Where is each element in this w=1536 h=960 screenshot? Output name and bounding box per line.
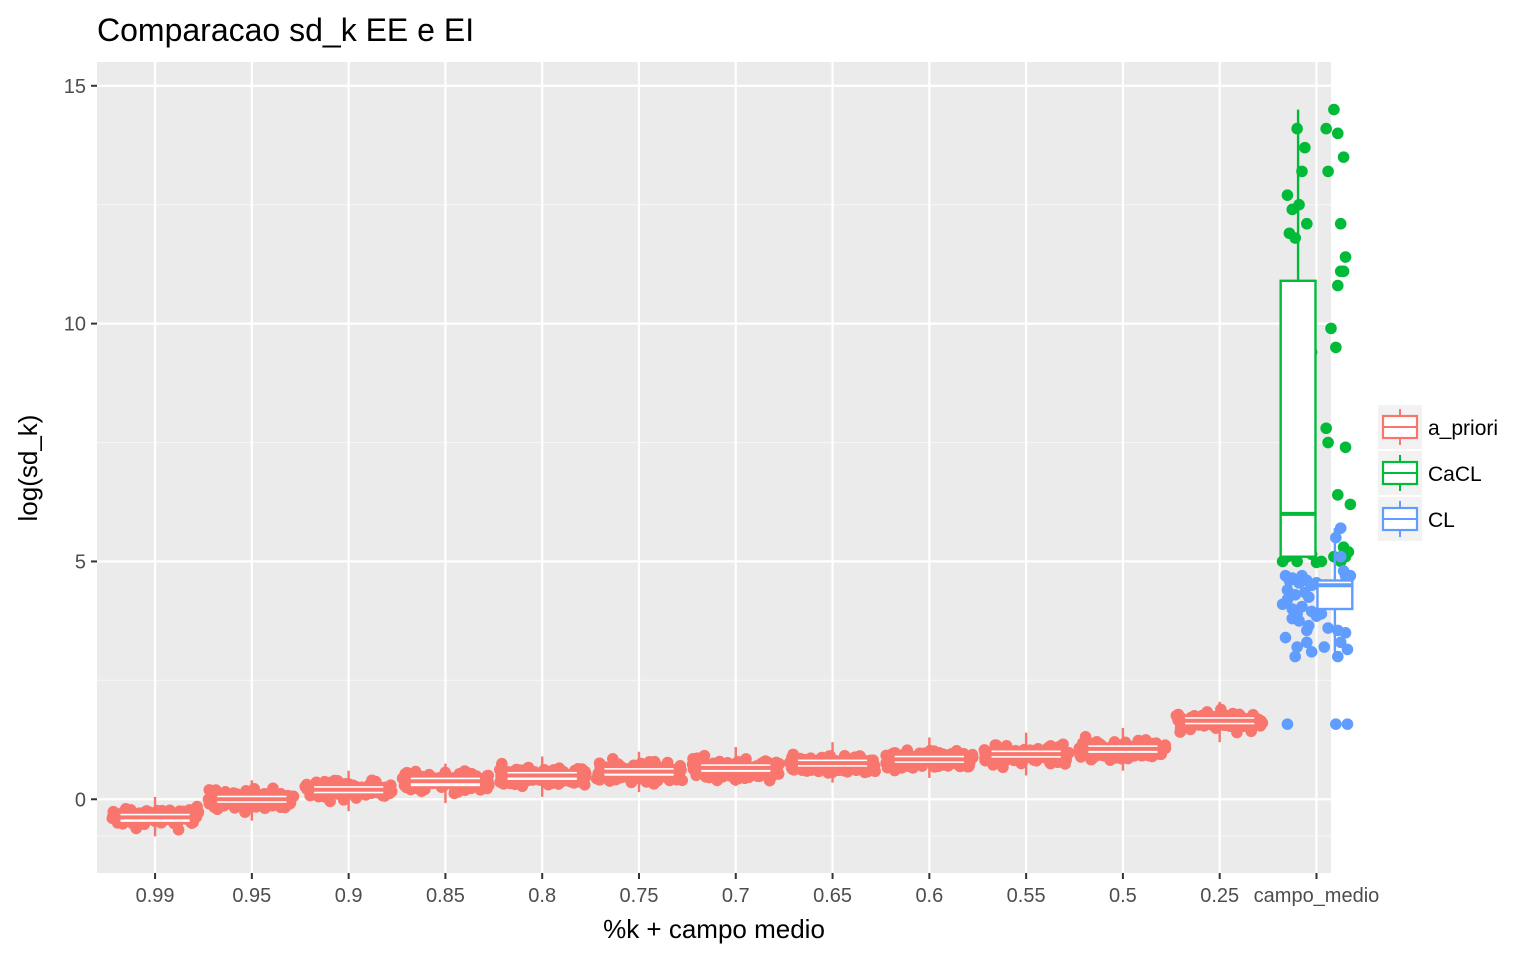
- data-point: [1299, 141, 1311, 154]
- data-point: [770, 756, 783, 769]
- data-point: [1344, 498, 1357, 511]
- x-tick-label: 0.65: [813, 885, 852, 907]
- data-point: [1279, 631, 1292, 644]
- data-point: [1315, 607, 1328, 620]
- x-tick-label: 0.7: [722, 885, 750, 907]
- data-point: [1339, 626, 1352, 639]
- data-point: [1322, 436, 1334, 449]
- data-point: [1334, 550, 1347, 563]
- data-point: [1334, 217, 1347, 230]
- data-point: [1320, 122, 1332, 135]
- data-point: [783, 756, 796, 769]
- data-point: [1330, 718, 1342, 730]
- data-point: [1331, 127, 1344, 140]
- x-tick-label: 0.99: [136, 885, 175, 907]
- data-point: [1320, 422, 1332, 435]
- data-point: [867, 760, 879, 773]
- data-point: [1334, 522, 1347, 534]
- data-point: [1331, 279, 1344, 292]
- y-tick-label: 15: [64, 76, 86, 98]
- x-axis-title: %k + campo medio: [603, 914, 825, 944]
- data-point: [1325, 322, 1337, 335]
- grid-minor: [97, 204, 1331, 837]
- legend: a_priori CaCL CL: [1378, 405, 1498, 541]
- data-point: [1296, 600, 1308, 613]
- data-point: [772, 766, 784, 779]
- x-tick-label: 0.6: [915, 885, 943, 907]
- data-point: [1331, 489, 1344, 501]
- x-axis: 0.99 0.95 0.9 0.85 0.8 0.75 0.7 0.65 0.6 0.55 0.5 0…: [136, 873, 1380, 907]
- data-point: [189, 810, 202, 822]
- data-point: [676, 774, 689, 787]
- data-point: [1339, 251, 1352, 263]
- data-point: [1281, 718, 1294, 730]
- x-tick-label: campo_medio: [1254, 885, 1380, 907]
- data-point: [1318, 641, 1331, 653]
- x-tick-label: 0.25: [1200, 885, 1239, 907]
- y-axis: 0 5 10 15: [64, 76, 97, 811]
- x-tick-label: 0.5: [1109, 885, 1137, 907]
- data-point: [1322, 165, 1334, 178]
- x-tick-label: 0.95: [232, 885, 271, 907]
- data-point: [742, 771, 755, 784]
- data-point: [1341, 643, 1354, 656]
- data-point: [259, 802, 271, 815]
- legend-label: a_priori: [1428, 417, 1498, 440]
- data-point: [1341, 718, 1354, 730]
- x-tick-label: 0.55: [1007, 885, 1046, 907]
- data-point: [1305, 646, 1318, 658]
- data-point: [1302, 591, 1315, 603]
- data-point: [300, 782, 313, 795]
- x-tick-label: 0.8: [528, 885, 556, 907]
- data-point: [1281, 593, 1294, 606]
- data-point: [1281, 189, 1294, 201]
- y-tick-label: 5: [75, 551, 86, 573]
- data-point: [1301, 636, 1313, 649]
- y-tick-label: 0: [75, 789, 86, 811]
- legend-label: CL: [1428, 509, 1455, 532]
- box-body: [1279, 279, 1317, 558]
- data-point: [1293, 615, 1305, 627]
- y-axis-title: log(sd_k): [13, 415, 43, 522]
- data-point: [1301, 217, 1313, 230]
- data-point: [1337, 151, 1350, 163]
- data-point: [1289, 650, 1301, 663]
- data-point: [1328, 103, 1340, 116]
- data-point: [1310, 556, 1323, 569]
- x-tick-label: 0.75: [620, 885, 659, 907]
- x-tick-label: 0.9: [335, 885, 363, 907]
- chart-title: Comparacao sd_k EE e EI: [97, 12, 474, 48]
- data-point: [881, 755, 894, 768]
- data-point: [1334, 265, 1347, 278]
- boxes-layer: [118, 109, 1354, 837]
- x-tick-label: 0.85: [426, 885, 465, 907]
- legend-label: CaCL: [1428, 463, 1482, 486]
- data-point: [1330, 341, 1342, 354]
- data-point: [698, 749, 711, 762]
- data-point: [1276, 555, 1289, 568]
- data-point: [1322, 622, 1334, 634]
- data-point: [1174, 726, 1186, 738]
- data-point: [606, 753, 619, 765]
- data-point: [1291, 641, 1303, 653]
- data-point: [1075, 751, 1087, 763]
- data-point: [648, 778, 660, 790]
- data-point: [1339, 441, 1352, 454]
- data-point: [1301, 624, 1313, 637]
- data-point: [888, 764, 901, 777]
- y-tick-label: 10: [64, 314, 86, 336]
- data-point: [979, 754, 991, 767]
- data-point: [480, 774, 493, 787]
- data-point: [399, 768, 411, 780]
- data-point: [625, 776, 638, 789]
- data-point: [1344, 569, 1357, 582]
